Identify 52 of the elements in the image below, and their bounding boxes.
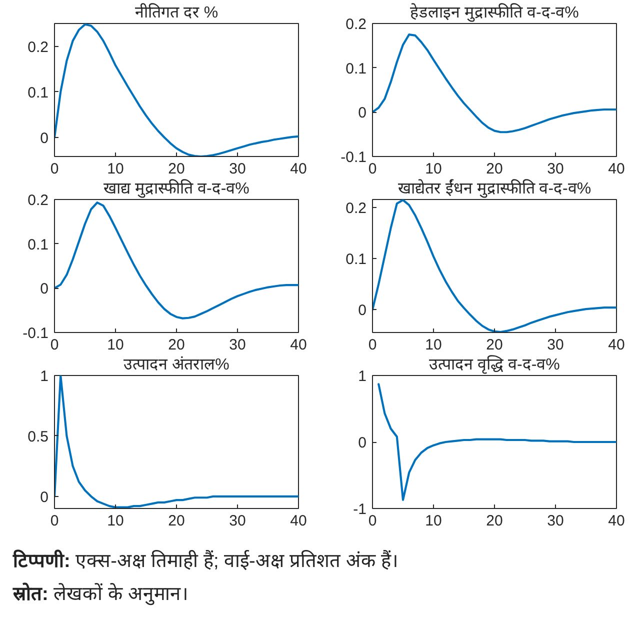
x-tick-label: 20 (168, 512, 185, 530)
y-tick-label: 0.5 (28, 428, 49, 446)
y-tick-label: 0.1 (346, 60, 367, 78)
x-tick-label: 40 (608, 336, 625, 354)
x-tick-label: 40 (608, 160, 625, 178)
x-tick-label: 30 (547, 336, 564, 354)
y-tick-label: 0.1 (346, 251, 367, 268)
y-tick-label: -0.1 (22, 325, 49, 342)
y-tick-label: 0 (40, 130, 48, 147)
x-tick-label: 10 (107, 160, 124, 178)
chart-title: खाद्येतर ईंधन मुद्रास्फीति व-द-व% (398, 178, 592, 198)
y-tick-label: 0.1 (28, 84, 49, 102)
chart-title: उत्पादन वृद्धि व-द-व% (429, 354, 560, 374)
y-tick-label: 0.2 (346, 16, 367, 33)
x-tick-label: 10 (425, 512, 442, 530)
chart-title: नीतिगत दर % (134, 2, 218, 22)
y-tick-label: 0 (358, 104, 366, 122)
y-tick-label: 0.2 (346, 200, 367, 218)
x-tick-label: 40 (290, 160, 307, 178)
x-tick-label: 10 (107, 336, 124, 354)
text: टिप्पणी: एक्स-अक्ष तिमाही हैं; वाई-अक्ष प्रतिशत अंक हैं। (13, 548, 398, 574)
x-tick-label: 20 (486, 512, 503, 530)
x-tick-label: 30 (229, 512, 246, 530)
y-tick-label: -0.1 (340, 149, 367, 166)
x-tick-label: 10 (107, 512, 124, 530)
x-tick-label: 20 (168, 336, 185, 354)
x-tick-label: 40 (608, 512, 625, 530)
x-tick-label: 10 (425, 160, 442, 178)
x-tick-label: 40 (290, 336, 307, 354)
x-tick-label: 10 (425, 336, 442, 354)
x-tick-label: 30 (229, 160, 246, 178)
y-tick-label: 1 (358, 368, 366, 385)
y-tick-label: 0.2 (28, 38, 49, 56)
chart-title: हेडलाइन मुद्रास्फीति व-द-व% (410, 2, 579, 22)
y-tick-label: -1 (353, 501, 367, 518)
x-tick-label: 30 (547, 512, 564, 530)
y-tick-label: 1 (40, 368, 48, 385)
y-tick-label: 0 (358, 434, 366, 452)
text: स्रोत: लेखकों के अनुमान। (13, 582, 190, 608)
x-tick-label: 20 (486, 336, 503, 354)
x-tick-label: 30 (547, 160, 564, 178)
x-tick-label: 30 (229, 336, 246, 354)
chart-title: खाद्य मुद्रास्फीति व-द-व% (104, 178, 250, 198)
y-tick-label: 0 (40, 488, 48, 506)
y-tick-label: 0 (358, 302, 366, 320)
x-tick-label: 40 (290, 512, 307, 530)
y-tick-label: 0 (40, 280, 48, 298)
y-tick-label: 0.2 (28, 192, 49, 209)
x-tick-label: 20 (168, 160, 185, 178)
chart-title: उत्पादन अंतराल% (124, 356, 230, 374)
y-tick-label: 0.1 (28, 236, 49, 254)
x-tick-label: 20 (486, 160, 503, 178)
